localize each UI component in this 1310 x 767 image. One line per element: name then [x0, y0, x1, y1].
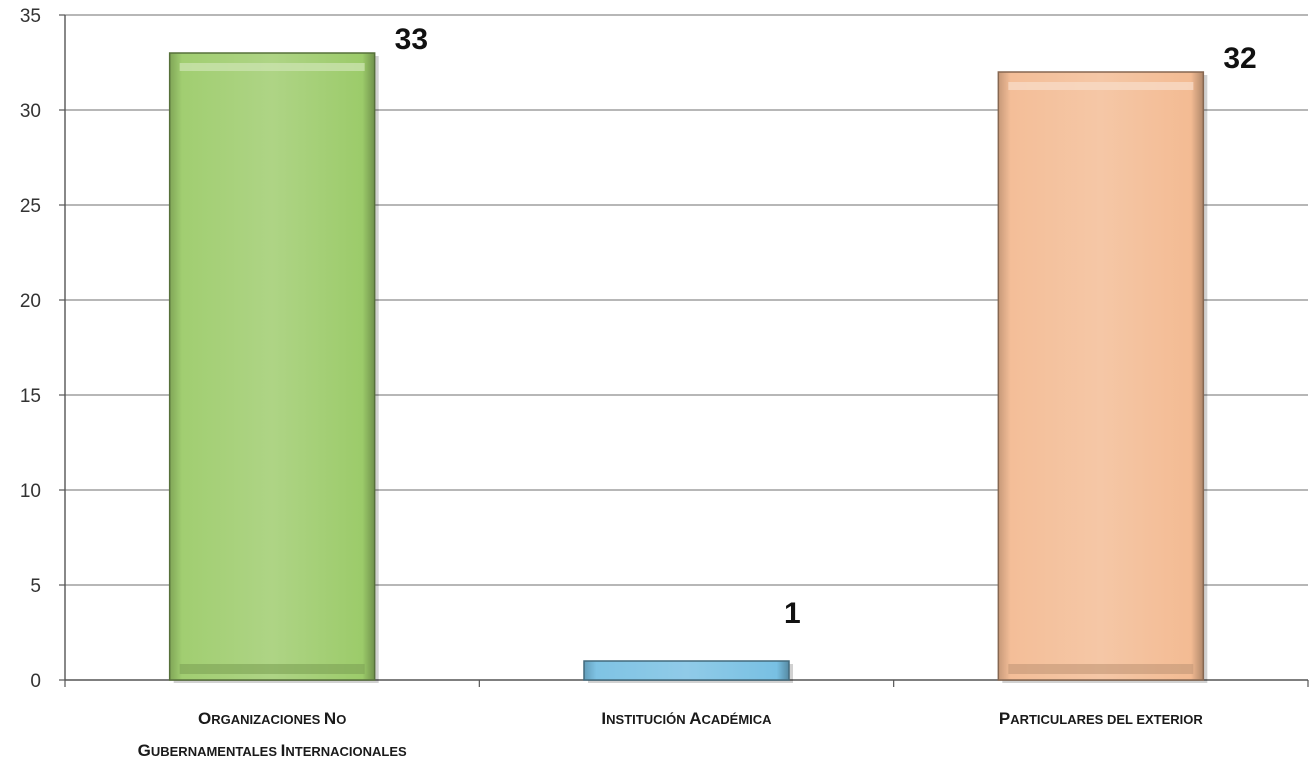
y-tick-label: 25 — [20, 196, 41, 217]
y-tick-label: 15 — [20, 386, 41, 407]
bars — [168, 52, 1208, 683]
y-tick-label: 10 — [20, 481, 41, 502]
bar-bevel-bottom — [179, 664, 365, 674]
category-labels: ORGANIZACIONES NO GUBERNAMENTALES INTERNA… — [138, 709, 1204, 760]
bar — [583, 660, 793, 683]
y-tick-label: 5 — [30, 576, 41, 597]
data-label: 33 — [395, 23, 428, 56]
bar — [997, 71, 1208, 683]
data-label: 32 — [1223, 42, 1256, 75]
category-label: ORGANIZACIONES NO — [198, 709, 346, 728]
category-label: INSTITUCIÓN ACADÉMICA — [601, 709, 772, 728]
y-tick-label: 35 — [20, 6, 41, 27]
y-tick-label: 20 — [20, 291, 41, 312]
bar-bevel-bottom — [1008, 664, 1194, 674]
y-tick-label: 30 — [20, 101, 41, 122]
data-label: 1 — [784, 597, 801, 630]
bar-body — [168, 52, 376, 681]
bar — [168, 52, 379, 683]
bar-body — [583, 660, 790, 681]
y-tick-labels: 0 5 10 15 20 25 30 35 — [20, 6, 41, 692]
category-label: GUBERNAMENTALES INTERNACIONALES — [138, 741, 407, 760]
bar-bevel-top — [179, 63, 365, 71]
bar-body — [997, 71, 1205, 681]
bar-bevel-top — [1008, 82, 1194, 90]
y-tick-label: 0 — [30, 671, 41, 692]
data-labels: 33 1 32 — [395, 23, 1257, 630]
category-label: PARTICULARES DEL EXTERIOR — [999, 709, 1204, 728]
